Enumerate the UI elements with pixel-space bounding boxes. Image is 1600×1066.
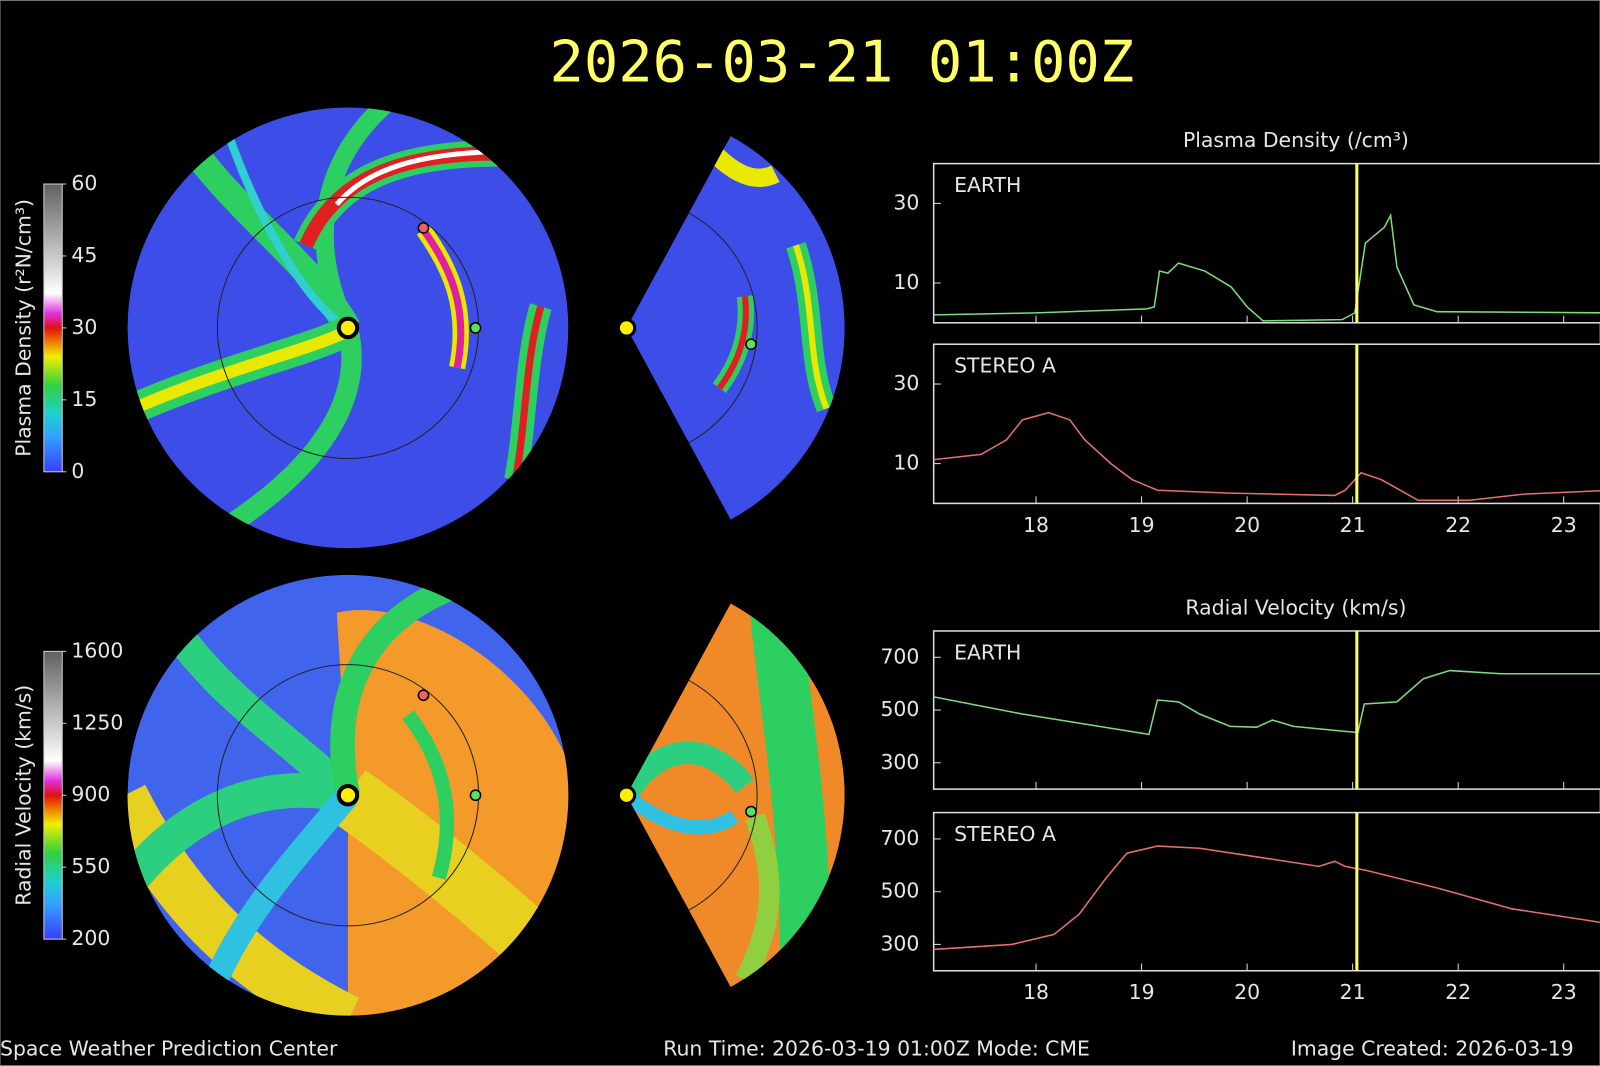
y-tick-label: 700: [880, 644, 919, 668]
colorbar-tick-label: 60: [71, 171, 97, 195]
sun: [616, 785, 637, 805]
x-tick-label: 20: [1234, 513, 1260, 537]
sun: [616, 318, 637, 338]
colorbar-tick-label: 0: [71, 459, 84, 483]
plot-area: [932, 630, 1600, 790]
x-tick-label: 21: [1340, 513, 1366, 537]
plot-area: [932, 811, 1600, 972]
series-line: [933, 411, 1600, 502]
colorbar-tick-label: 15: [71, 387, 97, 411]
markers: [336, 222, 757, 818]
colorbar-label: Plasma Density (r²N/cm³): [11, 199, 35, 457]
x-tick-label: 22: [1445, 513, 1471, 537]
x-tick-label: 23: [1551, 980, 1577, 1004]
x-tick-label: 19: [1129, 980, 1155, 1004]
density-wedge: [626, 136, 845, 520]
colorbar: [43, 183, 63, 473]
y-tick-label: 700: [880, 826, 919, 850]
colorbar: [43, 650, 63, 940]
y-tick-label: 300: [880, 931, 919, 955]
y-tick-label: 10: [893, 451, 919, 475]
colorbar-tick-label: 1250: [71, 710, 123, 734]
y-tick-label: 30: [893, 371, 919, 395]
earth-dot: [745, 338, 757, 351]
stereo-dot: [417, 222, 430, 234]
chart-title: Radial Velocity (km/s): [1185, 596, 1406, 620]
sun: [336, 316, 360, 340]
y-tick-label: 300: [880, 750, 919, 774]
plot-area: [932, 162, 1600, 324]
footer-left: Space Weather Prediction Center: [0, 1036, 338, 1060]
earth-dot: [469, 322, 482, 334]
footer-center: Run Time: 2026-03-19 01:00Z Mode: CME: [663, 1036, 1090, 1060]
series-line: [933, 212, 1600, 322]
series-line: [933, 669, 1600, 736]
earth-dot: [745, 805, 757, 818]
sun: [336, 784, 360, 807]
x-tick-label: 19: [1129, 513, 1155, 537]
colorbar-tick-label: 1600: [71, 638, 123, 662]
series-line: [933, 845, 1600, 951]
y-tick-label: 30: [893, 190, 919, 214]
footer-right: Image Created: 2026-03-19: [1291, 1036, 1574, 1060]
x-tick-label: 22: [1445, 980, 1471, 1004]
series-name: EARTH: [954, 173, 1021, 197]
earth-dot: [469, 789, 482, 802]
colorbar-label: Radial Velocity (km/s): [11, 685, 35, 906]
x-tick-label: 20: [1234, 980, 1260, 1004]
x-tick-label: 23: [1551, 513, 1577, 537]
colorbar-tick-label: 45: [71, 243, 97, 267]
plot-area: [932, 343, 1600, 505]
series-name: EARTH: [954, 640, 1021, 664]
y-tick-label: 500: [880, 697, 919, 721]
chart-title: Plasma Density (/cm³): [1183, 128, 1409, 152]
colorbar-tick-label: 30: [71, 315, 97, 339]
series-name: STEREO A: [954, 354, 1056, 378]
x-tick-label: 21: [1340, 980, 1366, 1004]
colorbar-tick-label: 200: [71, 926, 110, 950]
velocity-wedge: [626, 603, 845, 988]
y-tick-label: 500: [880, 879, 919, 903]
series-name: STEREO A: [954, 822, 1056, 846]
colorbar-tick-label: 900: [71, 782, 110, 806]
y-tick-label: 10: [893, 270, 919, 294]
x-tick-label: 18: [1023, 980, 1049, 1004]
timestamp-title: 2026-03-21 01:00Z: [550, 29, 1135, 95]
colorbar-tick-label: 550: [71, 854, 110, 878]
stereo-dot: [417, 689, 430, 702]
x-tick-label: 18: [1023, 513, 1049, 537]
